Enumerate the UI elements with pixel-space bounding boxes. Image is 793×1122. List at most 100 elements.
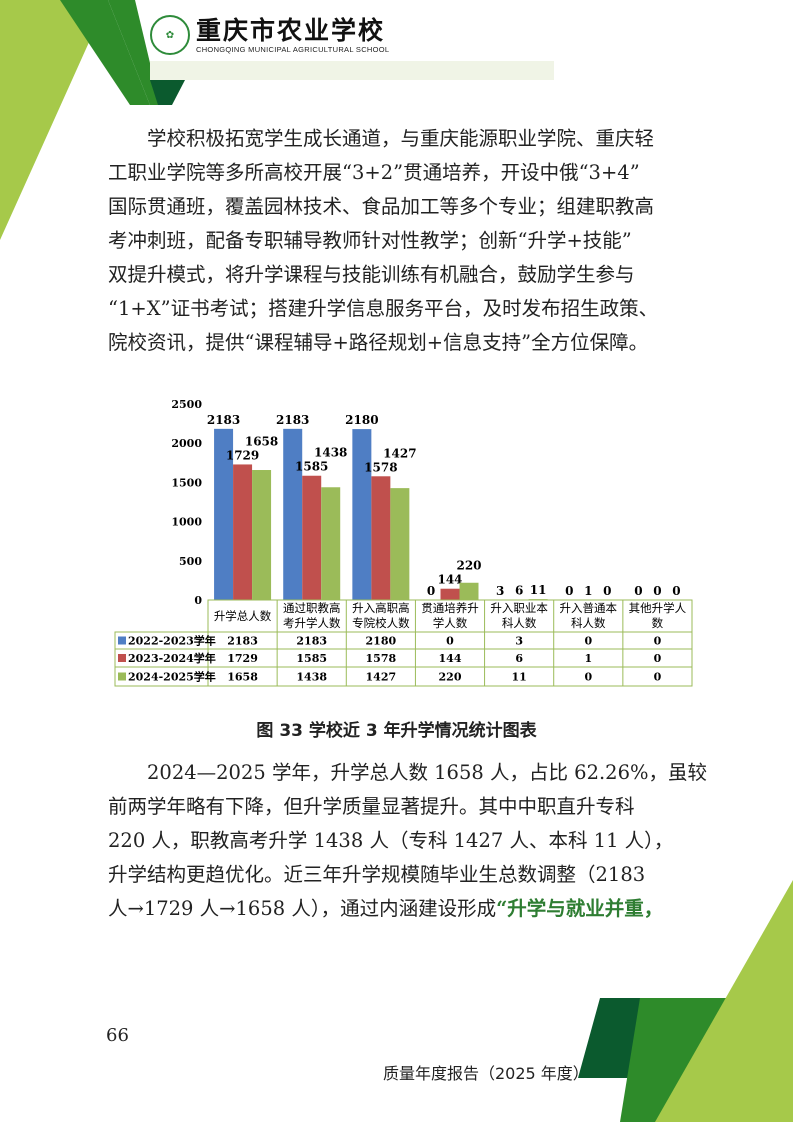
bar xyxy=(283,428,303,600)
data-label: 0 xyxy=(672,584,680,598)
text-line: 学校积极拓宽学生成长通道，与重庆能源职业学院、重庆轻 xyxy=(147,127,655,150)
legend-swatch xyxy=(118,636,126,645)
table-cell: 1585 xyxy=(296,652,327,665)
category-label: 科人数 xyxy=(502,616,537,630)
category-label: 通过职教高 xyxy=(283,601,341,615)
text-line: “1+X”证书考试；搭建升学信息服务平台，及时发布招生政策、 xyxy=(108,297,659,320)
category-label: 升入普通本 xyxy=(560,601,618,615)
figure-caption: 图 33 学校近 3 年升学情况统计图表 xyxy=(256,721,537,741)
data-label: 2183 xyxy=(207,413,240,427)
text-line: 双提升模式，将升学课程与技能训练有机融合，鼓励学生参与 xyxy=(108,263,635,286)
y-tick-label: 500 xyxy=(179,555,202,568)
category-label: 升学总人数 xyxy=(214,609,272,623)
table-cell: 3 xyxy=(515,635,523,648)
legend-swatch xyxy=(118,672,126,681)
y-tick-label: 1500 xyxy=(171,476,202,489)
data-label: 3 xyxy=(496,584,504,598)
bar xyxy=(390,488,410,600)
data-label: 2183 xyxy=(276,413,309,427)
text-line: 院校资讯，提供“课程辅导+路径规划+信息支持”全方位保障。 xyxy=(108,331,649,354)
table-cell: 11 xyxy=(511,671,526,684)
school-logo: ✿ 重庆市农业学校 CHONGQING MUNICIPAL AGRICULTUR… xyxy=(150,15,389,55)
data-label: 1729 xyxy=(226,448,259,462)
y-tick-label: 2500 xyxy=(171,398,202,411)
school-seal-icon: ✿ xyxy=(150,15,190,55)
data-label: 0 xyxy=(653,584,661,598)
category-label: 升入高职高 xyxy=(352,601,410,615)
text-line: 220 人，职教高考升学 1438 人（专科 1427 人、本科 11 人）， xyxy=(108,829,674,852)
data-label: 11 xyxy=(530,583,547,597)
legend-label: 2024-2025学年 xyxy=(128,670,216,684)
table-cell: 6 xyxy=(515,652,523,665)
category-label: 科人数 xyxy=(571,616,606,630)
text-line: 2024—2025 学年，升学总人数 1658 人，占比 62.26%，虽较 xyxy=(147,761,708,784)
table-cell: 2180 xyxy=(366,635,397,648)
text-line: 升学结构更趋优化。近三年升学规模随毕业生总数调整（2183 xyxy=(108,863,646,886)
category-label: 贯通培养升 xyxy=(421,601,479,615)
y-tick-label: 0 xyxy=(194,594,202,607)
y-tick-label: 1000 xyxy=(171,516,202,529)
table-cell: 1 xyxy=(584,652,592,665)
text-line: 前两学年略有下降，但升学质量显著提升。其中中职直升专科 xyxy=(108,795,635,818)
bar xyxy=(440,588,460,600)
bar xyxy=(252,470,272,600)
data-label: 0 xyxy=(603,584,611,598)
y-tick-label: 2000 xyxy=(171,437,202,450)
table-cell: 1658 xyxy=(227,671,258,684)
footer-title: 质量年度报告（2025 年度） xyxy=(383,1064,589,1083)
legend-swatch xyxy=(118,654,126,662)
category-label: 学人数 xyxy=(433,616,468,630)
data-label: 1427 xyxy=(383,446,416,460)
table-cell: 0 xyxy=(446,635,454,648)
data-label: 6 xyxy=(515,584,523,598)
table-cell: 0 xyxy=(654,652,662,665)
data-label: 1438 xyxy=(314,446,347,460)
data-label: 144 xyxy=(437,573,462,587)
bar xyxy=(233,464,253,600)
data-label: 2180 xyxy=(345,413,378,427)
category-label: 专院校人数 xyxy=(352,616,410,630)
legend-label: 2023-2024学年 xyxy=(128,651,216,665)
bar xyxy=(302,475,322,600)
table-cell: 0 xyxy=(584,671,592,684)
table-cell: 1578 xyxy=(366,652,397,665)
table-cell: 2183 xyxy=(296,635,327,648)
text-line: 考冲刺班，配备专职辅导教师针对性教学；创新“升学+技能” xyxy=(108,229,632,252)
data-label: 0 xyxy=(427,584,435,598)
table-cell: 1729 xyxy=(227,652,258,665)
bar xyxy=(352,429,372,600)
table-cell: 0 xyxy=(654,671,662,684)
text-line: 工职业学院等多所高校开展“3+2”贯通培养，开设中俄“3+4” xyxy=(108,161,640,184)
table-cell: 220 xyxy=(439,671,462,684)
table-cell: 144 xyxy=(439,652,462,665)
legend-label: 2022-2023学年 xyxy=(128,634,216,648)
school-name-cn: 重庆市农业学校 xyxy=(196,15,386,45)
category-label: 数 xyxy=(652,616,664,630)
paragraph-1: 学校积极拓宽学生成长通道，与重庆能源职业学院、重庆轻 工职业学院等多所高校开展“… xyxy=(108,122,698,360)
table-cell: 0 xyxy=(654,635,662,648)
data-label: 0 xyxy=(634,584,642,598)
header-band xyxy=(150,61,554,80)
table-cell: 1427 xyxy=(366,671,397,684)
bar xyxy=(371,476,391,600)
text-line: 国际贯通班，覆盖园林技术、食品加工等多个专业；组建职教高 xyxy=(108,195,655,218)
data-label: 1585 xyxy=(295,460,328,474)
data-label: 1 xyxy=(584,584,592,598)
table-cell: 0 xyxy=(584,635,592,648)
category-label: 其他升学人 xyxy=(629,601,687,615)
bar xyxy=(321,487,341,600)
data-label: 220 xyxy=(456,559,481,573)
bar xyxy=(459,582,479,600)
table-cell: 1438 xyxy=(296,671,327,684)
table-cell: 2183 xyxy=(227,635,258,648)
data-label: 0 xyxy=(565,584,573,598)
bar-chart: 0500100015002000250021831729165821831585… xyxy=(114,398,693,687)
category-label: 升入职业本 xyxy=(490,601,548,615)
text-line: 人→1729 人→1658 人），通过内涵建设形成 xyxy=(108,897,497,920)
data-label: 1578 xyxy=(364,460,397,474)
page-number: 66 xyxy=(106,1025,129,1046)
school-name-en: CHONGQING MUNICIPAL AGRICULTURAL SCHOOL xyxy=(196,44,390,54)
paragraph-2: 2024—2025 学年，升学总人数 1658 人，占比 62.26%，虽较 前… xyxy=(108,756,708,926)
